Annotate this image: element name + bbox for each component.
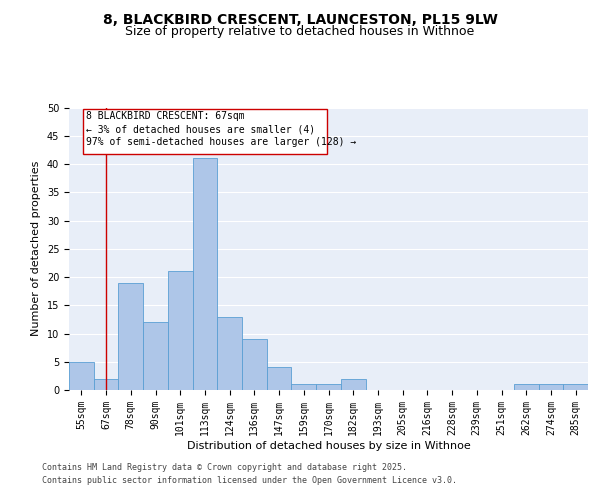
- Bar: [514, 384, 539, 390]
- Text: 8 BLACKBIRD CRESCENT: 67sqm: 8 BLACKBIRD CRESCENT: 67sqm: [86, 112, 245, 122]
- Text: Contains HM Land Registry data © Crown copyright and database right 2025.: Contains HM Land Registry data © Crown c…: [42, 464, 407, 472]
- Bar: [292, 384, 316, 390]
- Bar: [316, 384, 341, 390]
- Bar: [267, 368, 292, 390]
- Bar: [94, 378, 118, 390]
- Bar: [69, 362, 94, 390]
- Bar: [341, 378, 365, 390]
- Bar: [193, 158, 217, 390]
- Text: Contains public sector information licensed under the Open Government Licence v3: Contains public sector information licen…: [42, 476, 457, 485]
- Bar: [168, 272, 193, 390]
- Bar: [563, 384, 588, 390]
- Text: Size of property relative to detached houses in Withnoe: Size of property relative to detached ho…: [125, 25, 475, 38]
- Text: ← 3% of detached houses are smaller (4): ← 3% of detached houses are smaller (4): [86, 124, 316, 134]
- Bar: [242, 339, 267, 390]
- Bar: [539, 384, 563, 390]
- Text: 8, BLACKBIRD CRESCENT, LAUNCESTON, PL15 9LW: 8, BLACKBIRD CRESCENT, LAUNCESTON, PL15 …: [103, 12, 497, 26]
- FancyBboxPatch shape: [83, 108, 327, 154]
- X-axis label: Distribution of detached houses by size in Withnoe: Distribution of detached houses by size …: [187, 440, 470, 450]
- Bar: [217, 316, 242, 390]
- Bar: [143, 322, 168, 390]
- Y-axis label: Number of detached properties: Number of detached properties: [31, 161, 41, 336]
- Text: 97% of semi-detached houses are larger (128) →: 97% of semi-detached houses are larger (…: [86, 138, 356, 147]
- Bar: [118, 282, 143, 390]
